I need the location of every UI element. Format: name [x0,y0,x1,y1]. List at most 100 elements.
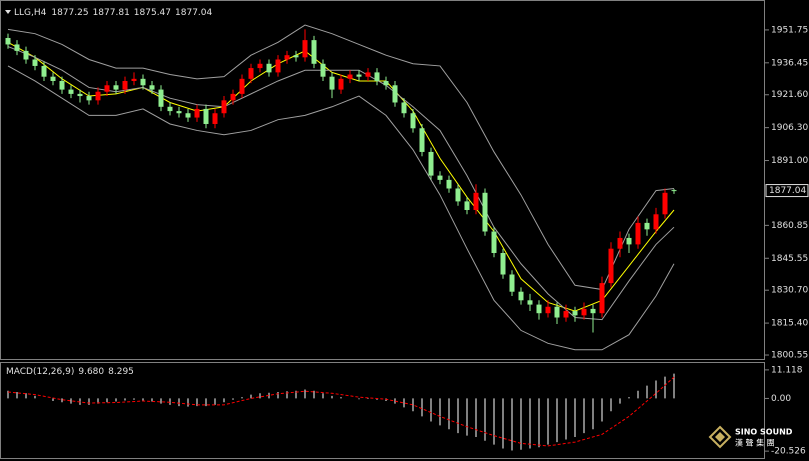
candle-body [239,78,245,94]
current-price: 1877.04 [769,186,806,196]
candle-body [167,106,173,112]
y-tick-label: 1800.55 [771,351,808,361]
candle-body [410,113,416,129]
candle-body [347,74,353,79]
candle-body [554,306,560,318]
candle-body [230,93,236,101]
y-tick-label: 1891.00 [771,156,808,166]
macd-header: MACD(12,26,9) 9.680 8.295 [6,367,134,377]
candle-body [23,50,29,60]
candle-body [32,59,38,66]
macd-readout: 9.680 [78,367,104,377]
candle-body [635,222,641,245]
candle-body [284,55,290,60]
candle-body [320,63,326,77]
candle-body [212,113,218,124]
candle-body [500,252,506,275]
candle-body [473,192,479,210]
watermark-brand: SINO SOUND [735,428,793,437]
candle-body [392,85,398,103]
candle-body [608,248,614,284]
candle-body [599,283,605,314]
y-tick-label: 1830.70 [771,286,808,296]
candle-body [644,222,650,230]
candle-body [59,80,65,90]
indicator-line [7,24,675,291]
candle-body [77,93,83,97]
candle-body [113,85,119,90]
candle-body [149,85,155,90]
candle-body [194,108,200,118]
candle-body [275,59,281,73]
candle-body [95,91,101,101]
candle-body [185,113,191,118]
y-tick-label: 1921.60 [771,90,808,100]
candle-body [329,76,335,90]
candle-body [437,175,443,180]
candle-body [158,89,164,107]
candle-body [122,80,128,90]
candle-body [131,78,137,81]
y-tick-label: 1906.30 [771,123,808,133]
candle-body [572,311,578,316]
candle-body [419,128,425,152]
y-tick-label: 1936.45 [771,58,808,68]
candle-body [590,308,596,314]
candle-body [221,100,227,114]
watermark: SINO SOUND 漢 聲 集 團 [708,425,793,449]
signal-line [7,376,675,447]
y-tick-label: -20.526 [771,447,806,457]
candle-body [662,192,668,215]
candle-body [41,65,47,77]
candle-body [356,74,362,77]
candle-body [545,306,551,314]
y-tick-label: 11.118 [771,365,803,375]
candle-body [365,72,371,77]
candle-body [401,102,407,114]
candle-body [374,72,380,81]
candle-body [86,96,92,101]
candle-body [338,78,344,90]
candle-body [464,201,470,210]
candle-body [383,80,389,86]
price-box [765,184,809,198]
macd-panel-frame [0,362,765,459]
indicator-line [7,41,675,312]
candle-body [140,78,146,86]
candle-body [491,231,497,253]
candle-body [203,108,209,124]
symbol: LLG,H4 [14,8,47,18]
candle-body [293,55,299,58]
price-header: LLG,H4 1877.25 1877.81 1875.47 1877.04 [14,8,213,18]
candle-body [311,40,317,64]
low: 1875.47 [134,8,171,18]
candle-body [563,311,569,318]
watermark-chinese: 漢 聲 集 團 [735,438,775,448]
y-tick-label: 1845.55 [771,254,808,264]
signal-readout: 8.295 [108,367,134,377]
candle-body [104,85,110,92]
y-tick-label: 0.00 [771,394,791,404]
candle-body [653,214,659,230]
candle-body [257,63,263,69]
candle-body [626,237,632,245]
logo-diamond [708,425,732,449]
logo-core [715,432,725,442]
indicator-line [7,65,675,351]
candle-body [176,111,182,114]
candle-body [50,76,56,81]
candle-body [536,304,542,314]
candle-body [266,63,272,73]
y-tick-label: 1815.40 [771,319,808,329]
candle-body [482,192,488,232]
menu-triangle[interactable] [5,10,11,14]
price-panel-frame [0,0,765,360]
macd-title: MACD(12,26,9) [6,367,74,377]
candle-body [428,151,434,176]
candle-body [68,89,74,94]
candle-body [581,308,587,316]
candle-body [518,291,524,301]
candle-body [455,188,461,202]
